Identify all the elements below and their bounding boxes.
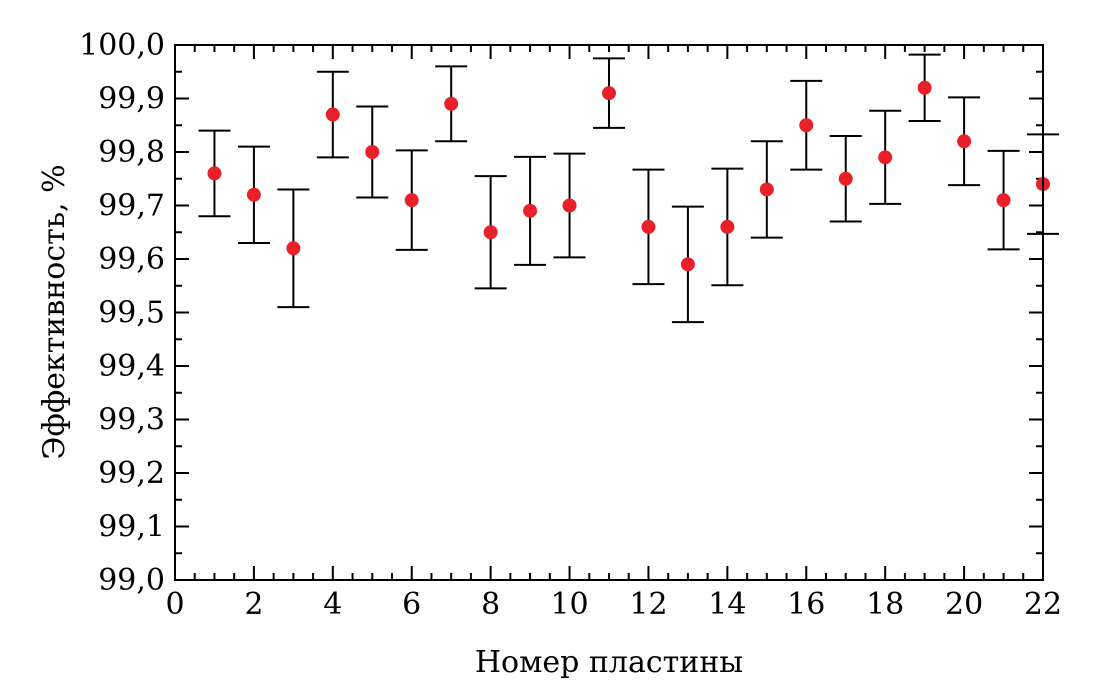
x-tick-label: 4 [323,587,342,622]
x-tick-label: 10 [550,587,588,622]
y-tick-labels: 99,0 99,1 99,2 99,3 99,4 99,5 99,6 99,7 99,8 99,9… [79,28,165,598]
y-tick-label: 99,4 [98,349,165,384]
y-tick-label: 99,2 [98,456,165,491]
x-axis-title: Номер пластины [475,645,743,680]
x-tick-label: 14 [708,587,746,622]
x-tick-label: 6 [402,587,421,622]
data-point [799,118,814,133]
data-point [838,171,853,186]
data-point [641,219,656,234]
y-tick-label: 100,0 [79,28,165,63]
x-tick-label: 20 [945,587,983,622]
y-tick-label: 99,7 [98,189,165,224]
data-point [917,80,932,95]
data-point [286,241,301,256]
data-point [878,150,893,165]
x-tick-label: 22 [1024,587,1062,622]
x-tick-label: 18 [866,587,904,622]
data-point [720,219,735,234]
x-tick-label: 12 [629,587,667,622]
y-tick-label: 99,8 [98,135,165,170]
data-point [483,225,498,240]
y-tick-label: 99,0 [98,563,165,598]
data-point [602,86,616,101]
data-point [365,145,380,159]
data-point [246,187,261,202]
data-point [759,182,774,197]
y-tick-label: 99,3 [98,403,165,438]
plot-frame [174,44,1044,581]
data-point [325,107,340,122]
y-tick-label: 99,5 [98,296,165,331]
y-tick-label: 99,6 [98,242,165,277]
x-tick-labels: 0 2 4 6 8 10 12 14 16 18 20 22 [165,587,1062,622]
data-point [562,198,577,213]
x-tick-label: 2 [244,587,263,622]
x-tick-label: 16 [787,587,825,622]
x-tick-label: 8 [481,587,500,622]
data-point [957,134,972,149]
data-points [207,80,1050,272]
data-point [523,203,538,218]
y-axis-title: Эффективность, % [37,164,72,459]
y-tick-label: 99,1 [98,510,165,545]
error-bars [198,53,1059,324]
data-point [444,96,459,111]
axis-ticks [174,44,1044,581]
data-point [680,257,695,272]
data-point [404,193,419,208]
y-tick-label: 99,9 [98,82,165,117]
data-point [207,166,222,181]
x-tick-label: 0 [165,587,184,622]
data-point [996,193,1011,208]
